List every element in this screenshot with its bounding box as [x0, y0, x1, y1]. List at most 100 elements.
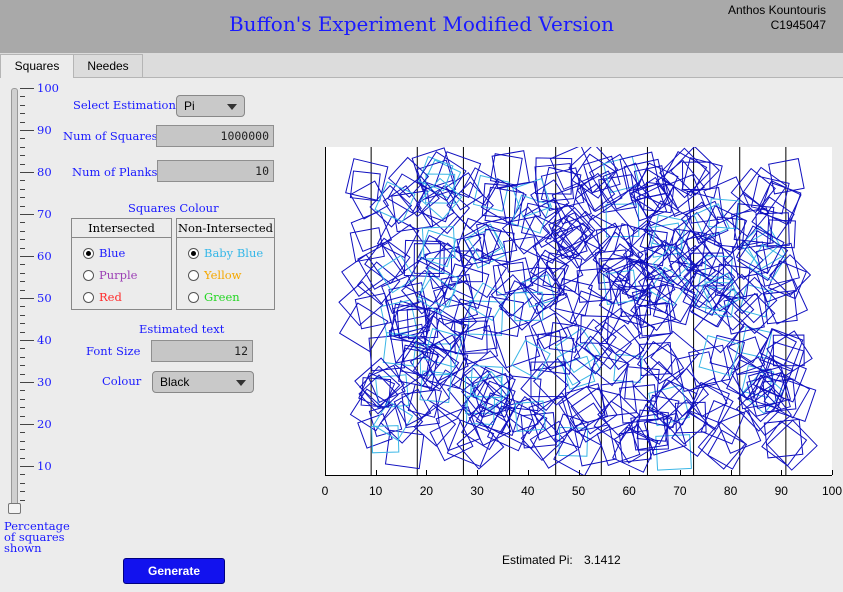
- intersected-square: [424, 246, 468, 290]
- radio-purple[interactable]: [83, 270, 94, 281]
- slider-major-tick: [20, 256, 34, 257]
- chevron-down-icon: [227, 104, 237, 110]
- intersected-square: [733, 203, 775, 244]
- intersected-square: [568, 143, 619, 194]
- intersected-square: [534, 162, 575, 203]
- intersected-square: [675, 351, 717, 393]
- slider-major-tick: [20, 88, 34, 89]
- intersected-square: [357, 241, 406, 290]
- non-intersected-square: [419, 370, 453, 404]
- intersected-square: [499, 181, 542, 223]
- intersected-square: [384, 429, 425, 470]
- non-intersected-header: Non-Intersected: [177, 219, 274, 238]
- intersected-square: [735, 385, 782, 432]
- intersected-square: [602, 162, 650, 210]
- intersected-square: [594, 249, 630, 284]
- tab-squares[interactable]: Squares: [0, 54, 74, 78]
- non-intersected-square: [420, 177, 463, 220]
- squares-colour-label: Squares Colour: [128, 201, 219, 215]
- intersected-square: [413, 404, 457, 447]
- intersected-square: [553, 427, 602, 477]
- intersected-square: [628, 227, 668, 267]
- intersected-square: [551, 206, 596, 252]
- intersected-square: [636, 418, 669, 451]
- intersected-square: [636, 275, 675, 314]
- slider-minor-tick: [20, 449, 25, 451]
- intersected-square: [750, 175, 790, 215]
- intersected-square: [650, 378, 698, 426]
- radio-red[interactable]: [83, 292, 94, 303]
- intersected-square: [703, 176, 752, 224]
- estimation-dropdown[interactable]: Pi: [176, 95, 245, 117]
- intersected-square: [598, 258, 631, 290]
- intersected-square: [349, 227, 385, 263]
- tab-needes[interactable]: Needes: [73, 54, 143, 77]
- intersected-square: [551, 184, 592, 225]
- intersected-square: [403, 239, 442, 278]
- intersected-square: [456, 421, 505, 470]
- intersected-square: [605, 310, 656, 360]
- slider-minor-tick: [20, 247, 25, 249]
- intersected-square: [631, 176, 673, 218]
- intersected-square: [507, 395, 547, 435]
- num-squares-label: Num of Squares: [63, 129, 158, 143]
- chevron-down-icon: [236, 380, 246, 386]
- intersected-square: [519, 266, 568, 315]
- non-intersected-square: [652, 245, 691, 284]
- intersected-square: [685, 231, 727, 273]
- slider-minor-tick: [20, 222, 25, 224]
- intersected-square: [634, 302, 671, 339]
- slider-major-tick: [20, 340, 34, 341]
- font-size-input[interactable]: 12: [151, 340, 253, 362]
- intersected-square: [633, 360, 685, 412]
- x-tick-mark: [375, 470, 377, 475]
- radio-blue[interactable]: [83, 248, 94, 259]
- intersected-square: [610, 182, 661, 233]
- intersected-square: [354, 292, 392, 330]
- x-tick-label: 0: [321, 484, 329, 498]
- intersected-square: [597, 393, 640, 436]
- intersected-square: [619, 384, 659, 424]
- slider-thumb[interactable]: [8, 503, 21, 514]
- intersected-square: [421, 334, 469, 383]
- intersected-square: [548, 322, 580, 353]
- x-tick-mark: [426, 470, 428, 475]
- intersected-square: [554, 277, 593, 317]
- non-intersected-square: [556, 341, 601, 386]
- intersected-square: [532, 227, 580, 275]
- intersected-group: Intersected: [71, 218, 172, 310]
- header-bar: Buffon's Experiment Modified Version Ant…: [0, 0, 843, 54]
- intersected-square: [368, 403, 403, 438]
- x-tick-label: 100: [821, 484, 843, 498]
- radio-yellow[interactable]: [188, 270, 199, 281]
- intersected-square: [643, 343, 685, 385]
- intersected-square: [730, 167, 776, 214]
- non-intersected-square: [655, 434, 692, 471]
- slider-tick-label: 50: [37, 291, 52, 305]
- non-intersected-square: [748, 243, 786, 282]
- radio-green-label: Green: [204, 290, 240, 304]
- num-planks-input[interactable]: 10: [157, 160, 274, 182]
- generate-button[interactable]: Generate: [123, 558, 225, 584]
- x-tick-label: 20: [419, 484, 434, 498]
- intersected-square: [553, 225, 588, 260]
- radio-green[interactable]: [188, 292, 199, 303]
- slider-minor-tick: [20, 163, 25, 165]
- percentage-slider[interactable]: [11, 88, 18, 510]
- intersected-square: [759, 328, 804, 372]
- intersected-square: [735, 225, 785, 275]
- intersected-square: [480, 178, 527, 225]
- intersected-square: [569, 290, 613, 334]
- num-squares-input[interactable]: 1000000: [156, 125, 274, 147]
- intersected-square: [674, 401, 707, 434]
- radio-baby-blue[interactable]: [188, 248, 199, 259]
- non-intersected-square: [512, 177, 553, 218]
- intersected-square: [569, 402, 610, 443]
- estimated-pi-value: 3.1412: [584, 553, 621, 567]
- slider-minor-tick: [20, 491, 25, 493]
- intersected-square: [766, 330, 813, 377]
- intersected-square: [653, 279, 697, 323]
- colour-dropdown[interactable]: Black: [152, 371, 254, 393]
- x-tick-mark: [578, 470, 580, 475]
- intersected-square: [398, 175, 440, 218]
